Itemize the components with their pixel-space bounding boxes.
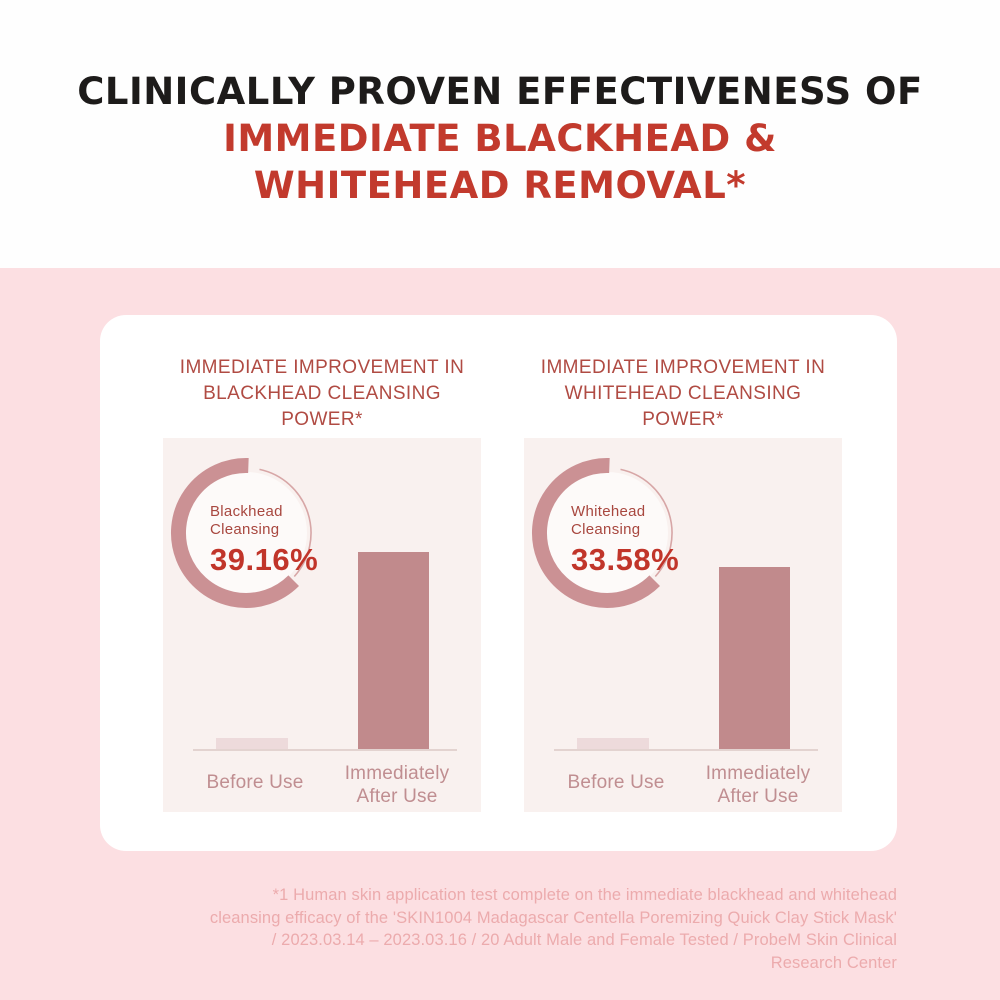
footnote-line2: cleansing efficacy of the 'SKIN1004 Mada… — [209, 908, 897, 927]
donut-label-line1: Whitehead — [571, 503, 646, 520]
header-section: CLINICALLY PROVEN EFFECTIVENESS OF IMMED… — [0, 0, 1000, 268]
whitehead-donut-text: Whitehead Cleansing 33.58% — [571, 503, 679, 578]
whitehead-donut-chart — [532, 457, 673, 608]
blackhead-label-after-use: Immediately After Use — [327, 762, 467, 808]
blackhead-title-line1: IMMEDIATE IMPROVEMENT IN — [179, 357, 465, 378]
donut-thick-arc — [171, 457, 299, 608]
whitehead-bar-after-use — [719, 567, 790, 749]
donut-thin-arc — [259, 468, 312, 578]
donut-label-line1: Blackhead — [210, 503, 283, 520]
whitehead-panel-title: IMMEDIATE IMPROVEMENT IN WHITEHEAD CLEAN… — [524, 355, 842, 433]
whitehead-percentage-value: 33.58% — [571, 542, 680, 577]
page-title: CLINICALLY PROVEN EFFECTIVENESS OF IMMED… — [0, 68, 1000, 209]
blackhead-donut-chart — [171, 457, 312, 608]
whitehead-title-line2: WHITEHEAD CLEANSING POWER* — [564, 383, 802, 430]
whitehead-label-after-use: Immediately After Use — [688, 762, 828, 808]
blackhead-bar-after-use — [358, 552, 429, 749]
page-title-line3: WHITEHEAD REMOVAL* — [253, 164, 747, 207]
blackhead-axis-baseline — [193, 749, 457, 751]
after-use-label-line1: Immediately — [705, 763, 811, 784]
results-card: IMMEDIATE IMPROVEMENT IN BLACKHEAD CLEAN… — [100, 315, 897, 851]
blackhead-chart-area: Blackhead Cleansing 39.16% Before Use Im… — [163, 438, 481, 812]
donut-thick-arc — [532, 457, 660, 608]
footnote-line1: *1 Human skin application test complete … — [272, 886, 897, 904]
blackhead-donut-text: Blackhead Cleansing 39.16% — [210, 503, 318, 578]
after-use-label-line2: After Use — [717, 786, 799, 807]
after-use-label-line1: Immediately — [344, 763, 450, 784]
blackhead-bar-before-use — [216, 738, 288, 749]
footnote-line3: / 2023.03.14 – 2023.03.16 / 20 Adult Mal… — [271, 931, 897, 949]
blackhead-percentage-value: 39.16% — [210, 542, 319, 577]
donut-inner-circle — [185, 472, 307, 594]
whitehead-bar-before-use — [577, 738, 649, 749]
donut-label: Blackhead Cleansing — [210, 503, 318, 538]
footnote-line4: Research Center — [770, 953, 897, 972]
donut-thin-arc — [620, 468, 673, 578]
whitehead-panel: IMMEDIATE IMPROVEMENT IN WHITEHEAD CLEAN… — [524, 315, 842, 851]
whitehead-label-before-use: Before Use — [567, 772, 665, 793]
donut-label-line2: Cleansing — [571, 520, 641, 538]
clinical-test-footnote: *1 Human skin application test complete … — [177, 884, 897, 974]
whitehead-title-line1: IMMEDIATE IMPROVEMENT IN — [540, 357, 826, 378]
donut-label: Whitehead Cleansing — [571, 503, 679, 538]
page-title-line2: IMMEDIATE BLACKHEAD & — [223, 117, 777, 160]
pink-background-section: IMMEDIATE IMPROVEMENT IN BLACKHEAD CLEAN… — [0, 268, 1000, 1000]
whitehead-chart-area: Whitehead Cleansing 33.58% Before Use Im… — [524, 438, 842, 812]
blackhead-panel: IMMEDIATE IMPROVEMENT IN BLACKHEAD CLEAN… — [163, 315, 481, 851]
page-title-line1: CLINICALLY PROVEN EFFECTIVENESS OF — [77, 70, 923, 113]
after-use-label-line2: After Use — [356, 786, 438, 807]
blackhead-label-before-use: Before Use — [206, 772, 304, 793]
blackhead-panel-title: IMMEDIATE IMPROVEMENT IN BLACKHEAD CLEAN… — [163, 355, 481, 433]
whitehead-axis-baseline — [554, 749, 818, 751]
donut-label-line2: Cleansing — [210, 520, 280, 538]
donut-inner-circle — [546, 472, 668, 594]
blackhead-title-line2: BLACKHEAD CLEANSING POWER* — [203, 383, 441, 430]
